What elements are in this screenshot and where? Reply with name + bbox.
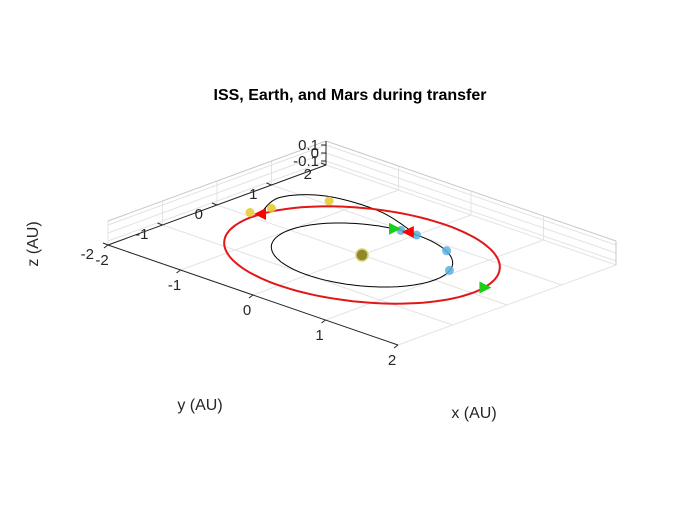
grid-line-x xyxy=(397,264,617,346)
z-tick-label: 0 xyxy=(311,145,319,162)
wall-grid-line xyxy=(107,160,327,242)
z-tick-label: 0.1 xyxy=(298,137,319,154)
chart-title: ISS, Earth, and Mars during transfer xyxy=(214,87,487,104)
earth-marker xyxy=(442,246,452,256)
x-tick-label: -2 xyxy=(95,252,108,269)
y-tick xyxy=(157,222,163,226)
z-tick-label: -0.1 xyxy=(293,153,319,170)
y-tick xyxy=(102,242,109,246)
box-edge xyxy=(325,140,617,242)
y-tick-label: 0 xyxy=(195,206,203,223)
z-axis-label: z (AU) xyxy=(25,221,42,266)
x-tick xyxy=(393,344,399,349)
axes-lines xyxy=(102,140,617,349)
red-triangle-marker xyxy=(401,226,414,238)
wall-grid-line xyxy=(107,152,327,234)
x-tick-label: 2 xyxy=(388,352,396,369)
x-tick xyxy=(248,294,254,299)
y-tick xyxy=(211,202,218,206)
mars-marker xyxy=(245,208,255,217)
mars-marker xyxy=(266,203,276,213)
green-triangle-marker xyxy=(479,281,492,294)
y-tick xyxy=(266,182,272,186)
earth-marker xyxy=(412,230,421,240)
x-tick xyxy=(103,244,109,249)
wall-grid-line xyxy=(107,144,327,226)
x-tick-label: 1 xyxy=(315,327,323,344)
sun-marker xyxy=(355,248,369,262)
x-tick xyxy=(321,319,326,324)
x-tick-label: -1 xyxy=(168,277,181,294)
x-tick xyxy=(176,269,181,274)
y-tick-label: 1 xyxy=(249,186,257,203)
x-tick-label: 0 xyxy=(243,302,251,319)
wall-grid-line xyxy=(325,160,617,262)
plot-markers xyxy=(245,196,492,294)
mars-marker xyxy=(324,196,334,206)
y-tick xyxy=(320,162,327,166)
y-tick-label: 2 xyxy=(304,166,312,183)
wall-grid-line xyxy=(325,144,617,246)
earth-marker xyxy=(444,265,454,275)
orbit-line xyxy=(223,205,501,305)
wall-grid-line xyxy=(325,152,617,254)
y-axis-label: y (AU) xyxy=(177,397,222,414)
x-axis-label: x (AU) xyxy=(451,405,496,422)
y-tick-label: -1 xyxy=(135,226,148,243)
red-triangle-marker xyxy=(254,208,266,220)
green-triangle-marker xyxy=(389,222,401,235)
transfer-trajectory xyxy=(259,194,417,236)
box-edge xyxy=(107,140,327,222)
y-tick-label: -2 xyxy=(81,246,94,263)
